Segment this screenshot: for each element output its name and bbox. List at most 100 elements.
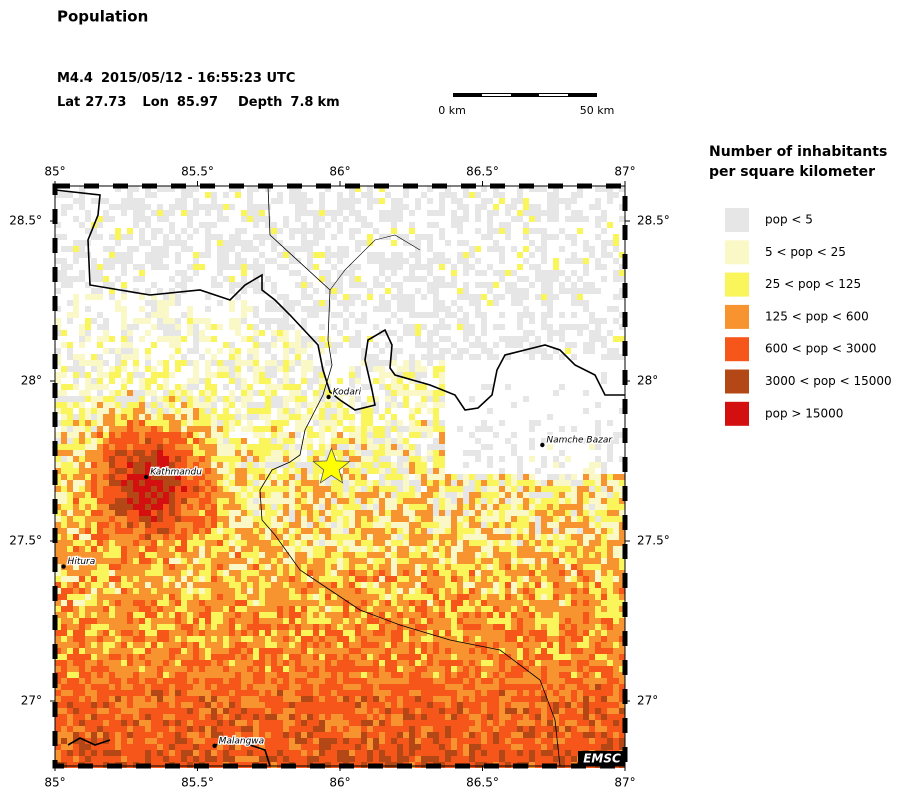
pixel	[523, 510, 529, 516]
pixel	[337, 342, 343, 348]
pixel	[517, 618, 523, 624]
pixel	[583, 480, 589, 486]
pixel	[265, 408, 271, 414]
pixel	[343, 528, 349, 534]
pixel	[97, 312, 103, 318]
pixel	[607, 528, 613, 534]
pixel	[541, 624, 547, 630]
pixel	[583, 498, 589, 504]
pixel	[601, 276, 607, 282]
pixel	[277, 594, 283, 600]
pixel	[229, 546, 235, 552]
pixel	[289, 480, 295, 486]
pixel	[427, 270, 433, 276]
pixel	[481, 558, 487, 564]
pixel	[451, 300, 457, 306]
pixel	[211, 618, 217, 624]
pixel	[277, 516, 283, 522]
pixel	[331, 432, 337, 438]
pixel	[277, 414, 283, 420]
pixel	[391, 540, 397, 546]
pixel	[583, 486, 589, 492]
pixel	[427, 546, 433, 552]
pixel	[523, 198, 529, 204]
pixel	[601, 618, 607, 624]
pixel	[343, 318, 349, 324]
pixel	[133, 474, 139, 480]
pixel	[199, 570, 205, 576]
pixel	[265, 486, 271, 492]
pixel	[397, 366, 403, 372]
pixel	[259, 372, 265, 378]
pixel	[181, 504, 187, 510]
pixel	[283, 588, 289, 594]
pixel	[151, 408, 157, 414]
pixel	[235, 318, 241, 324]
pixel	[307, 534, 313, 540]
pixel	[193, 630, 199, 636]
pixel	[169, 630, 175, 636]
pixel	[553, 564, 559, 570]
pixel	[199, 516, 205, 522]
pixel	[163, 426, 169, 432]
pixel	[289, 630, 295, 636]
pixel	[355, 330, 361, 336]
pixel	[145, 618, 151, 624]
pixel	[127, 198, 133, 204]
pixel	[145, 510, 151, 516]
pixel	[571, 270, 577, 276]
pixel	[487, 546, 493, 552]
pixel	[415, 258, 421, 264]
pixel	[607, 252, 613, 258]
pixel	[505, 480, 511, 486]
pixel	[229, 588, 235, 594]
pixel	[199, 510, 205, 516]
pixel	[409, 612, 415, 618]
pixel	[73, 402, 79, 408]
pixel	[439, 558, 445, 564]
pixel	[241, 606, 247, 612]
pixel	[505, 228, 511, 234]
pixel	[67, 318, 73, 324]
pixel	[451, 594, 457, 600]
pixel	[277, 264, 283, 270]
pixel	[247, 582, 253, 588]
pixel	[565, 528, 571, 534]
pixel	[97, 426, 103, 432]
pixel	[61, 396, 67, 402]
pixel	[553, 618, 559, 624]
pixel	[559, 480, 565, 486]
pixel	[103, 198, 109, 204]
pixel	[157, 408, 163, 414]
datetime: 2015/05/12 - 16:55:23 UTC	[101, 71, 295, 86]
pixel	[289, 450, 295, 456]
pixel	[385, 624, 391, 630]
pixel	[211, 564, 217, 570]
pixel	[517, 576, 523, 582]
pixel	[529, 552, 535, 558]
pixel	[193, 594, 199, 600]
pixel	[523, 498, 529, 504]
pixel	[331, 426, 337, 432]
pixel	[331, 210, 337, 216]
pixel	[367, 258, 373, 264]
pixel	[583, 570, 589, 576]
pixel	[187, 330, 193, 336]
pixel	[295, 408, 301, 414]
pixel	[373, 516, 379, 522]
pixel	[301, 582, 307, 588]
pixel	[385, 450, 391, 456]
pixel	[607, 354, 613, 360]
pixel	[469, 612, 475, 618]
pixel	[325, 582, 331, 588]
pixel	[241, 240, 247, 246]
pixel	[109, 450, 115, 456]
pixel	[229, 204, 235, 210]
pixel	[475, 522, 481, 528]
pixel	[229, 606, 235, 612]
pixel	[319, 588, 325, 594]
pixel	[277, 420, 283, 426]
pixel	[211, 582, 217, 588]
pixel	[451, 564, 457, 570]
pixel	[157, 402, 163, 408]
